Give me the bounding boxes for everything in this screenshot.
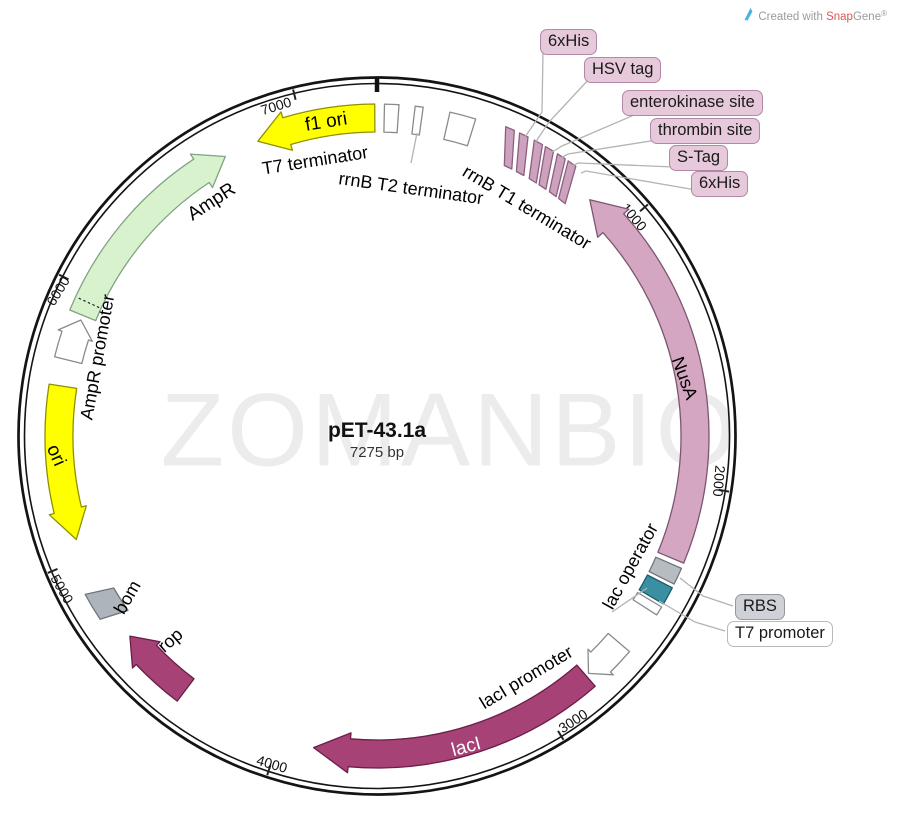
callout-label-6xhis-n[interactable]: 6xHis [540, 29, 598, 55]
tick-label-2000: 2000 [710, 465, 729, 498]
feature-ampr[interactable]: AmpR [69, 153, 226, 322]
callout-label-hsv-tag[interactable]: HSV tag [584, 57, 662, 83]
feature-6xhis-c[interactable]: 6xHis [557, 160, 577, 205]
leader-line-hsv-tag [534, 77, 591, 144]
feature-laci[interactable]: lacI [312, 664, 596, 774]
leader-line-s-tag [571, 162, 675, 168]
feature-f1-ori[interactable]: f1 ori [257, 103, 376, 151]
feature-ampr-dashed-boundary [77, 297, 100, 309]
leader-line-6xhis-n [524, 51, 544, 138]
brand-gene: Gene [852, 10, 882, 23]
leader-line-rbs [679, 577, 734, 607]
brand-snap: Snap [826, 10, 853, 23]
feature-enterokinase-site[interactable]: enterokinase site [528, 139, 544, 184]
callout-label-thrombin-site[interactable]: thrombin site [650, 118, 761, 144]
feature-nusa[interactable]: NusA [589, 199, 710, 564]
feature-ampr-promoter[interactable]: AmpR promoter [53, 319, 93, 365]
tick-7000 [292, 89, 297, 100]
credit-prefix: Created with [758, 10, 827, 23]
tick-2000 [718, 488, 730, 493]
feature-t7-terminator[interactable]: T7 terminator [383, 103, 400, 134]
feature-ori[interactable]: ori [44, 383, 87, 541]
feature-hsv-tag[interactable]: HSV tag [515, 132, 529, 177]
feature-label-bom: bom [110, 577, 145, 617]
leader-line-extra-1 [410, 132, 418, 164]
plasmid-length: 7275 bp [349, 444, 405, 461]
leader-line-6xhis-c [580, 170, 697, 191]
feature-bom[interactable]: bom [84, 587, 129, 620]
leader-line-enterokinase-site [551, 111, 642, 153]
tick-1000 [639, 203, 649, 212]
callout-label-s-tag[interactable]: S-Tag [669, 145, 729, 171]
tick-4000 [266, 764, 272, 776]
registered-mark: ® [881, 8, 887, 18]
callout-label-t7-promoter[interactable]: T7 promoter [727, 621, 833, 647]
callout-label-rbs[interactable]: RBS [735, 594, 785, 620]
feature-rbs[interactable]: RBS [648, 556, 683, 585]
tick-5000 [47, 567, 58, 574]
watermark: ZOMANBIO [160, 372, 740, 489]
leader-line-t7-promoter [658, 600, 726, 632]
feature-6xhis-n[interactable]: 6xHis [503, 126, 515, 170]
plasmid-name: pET-43.1a [327, 419, 427, 442]
callout-label-enterokinase-site[interactable]: enterokinase site [622, 90, 763, 116]
feature-rrnb-t2-terminator[interactable]: rrnB T2 terminator [411, 105, 424, 136]
feature-t7-promoter[interactable]: T7 promoter [632, 591, 663, 616]
snapgene-logo-icon [743, 7, 753, 24]
plasmid-title-block: pET-43.1a 7275 bp [327, 419, 427, 462]
tick-6000 [58, 273, 69, 281]
tick-label-7000: 7000 [259, 94, 294, 118]
credit-line: Created with SnapGene® [743, 7, 887, 24]
tick-3000 [557, 730, 565, 741]
feature-lac-operator[interactable]: lac operator [638, 574, 673, 605]
callout-label-6xhis-c[interactable]: 6xHis [691, 171, 749, 197]
feature-thrombin-site[interactable]: thrombin site [538, 145, 555, 190]
feature-laci-promoter[interactable]: lacI promoter [587, 632, 631, 676]
leader-line-extra-0 [611, 587, 648, 613]
feature-rop[interactable]: rop [129, 635, 195, 702]
leader-line-thrombin-site [560, 139, 658, 159]
feature-rrnb-t1-terminator[interactable]: rrnB T1 terminator [443, 111, 477, 147]
